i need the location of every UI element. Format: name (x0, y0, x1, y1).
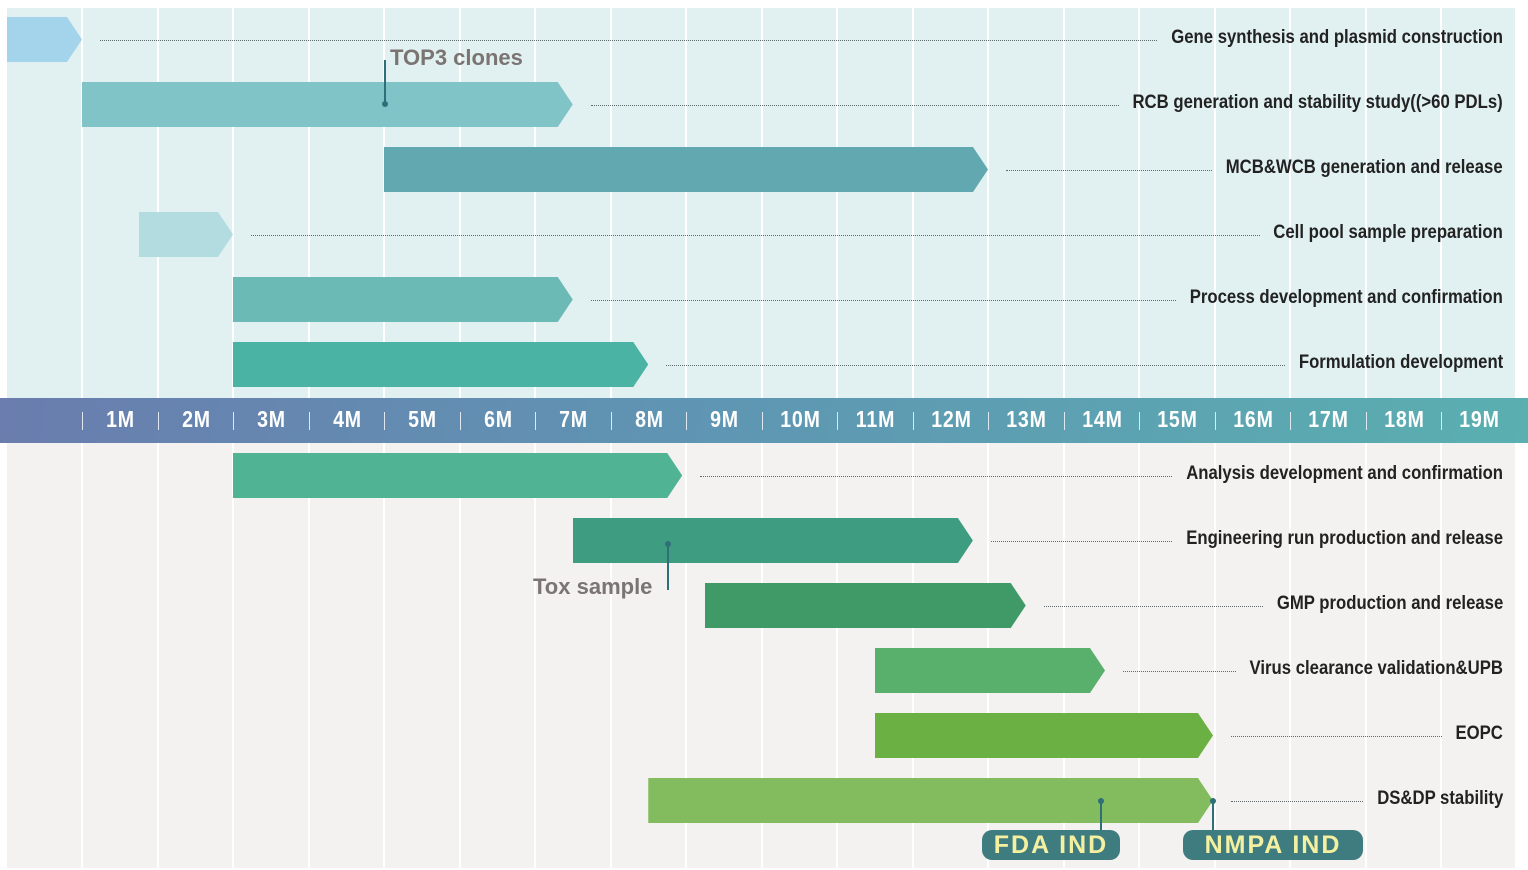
task-bar (233, 342, 648, 387)
axis-tick (308, 412, 310, 430)
fda-stem (1100, 801, 1102, 831)
leader-line (700, 476, 1173, 477)
task-label: EOPC (1455, 723, 1503, 744)
month-label: 4M (332, 406, 362, 432)
axis-tick (1365, 412, 1367, 430)
axis-tick (837, 412, 838, 430)
month-label: 13M (1006, 406, 1047, 432)
task-label: Cell pool sample preparation (1273, 222, 1503, 243)
task-bar (384, 147, 988, 192)
task-label: Analysis development and confirmation (1186, 463, 1503, 484)
month-label: 8M (634, 406, 664, 432)
axis-tick (1139, 412, 1140, 430)
axis-tick (686, 412, 687, 430)
month-label: 19M (1459, 406, 1500, 432)
month-label: 16M (1232, 406, 1274, 432)
nmpa-ind-badge: NMPA IND (1183, 830, 1363, 860)
top3-stem (384, 60, 386, 105)
month-label: 6M (483, 406, 513, 432)
task-label: DS&DP stability (1376, 788, 1503, 809)
task-label: Engineering run production and release (1186, 528, 1503, 549)
axis-tick (535, 412, 536, 430)
axis-tick (912, 412, 914, 430)
axis-tick (459, 412, 461, 430)
leader-line (251, 235, 1260, 236)
task-label: GMP production and release (1276, 593, 1503, 614)
task-label: Gene synthesis and plasmid construction (1171, 27, 1503, 48)
fda-ind-badge: FDA IND (982, 830, 1120, 860)
month-label: 7M (559, 406, 588, 432)
nmpa-stem (1212, 801, 1214, 831)
nmpa-dot (1210, 798, 1216, 804)
task-label: Virus clearance validation&UPB (1249, 658, 1503, 679)
task-bar (875, 648, 1105, 693)
axis-tick (1441, 412, 1442, 430)
leader-line (990, 541, 1173, 542)
task-label: MCB&WCB generation and release (1226, 157, 1503, 178)
month-label: 9M (710, 406, 739, 432)
leader-line (1230, 801, 1363, 802)
task-bar (7, 17, 83, 62)
leader-line (1123, 671, 1236, 672)
leader-line (590, 105, 1119, 106)
axis-tick (233, 412, 234, 430)
month-label: 3M (257, 406, 286, 432)
task-bar (875, 713, 1213, 758)
axis-tick (1214, 412, 1216, 430)
tox-dot (665, 541, 671, 547)
axis-tick (610, 412, 612, 430)
leader-line (666, 365, 1285, 366)
task-label: Formulation development (1298, 352, 1503, 373)
top3-dot (382, 101, 388, 107)
month-label: 1M (106, 406, 135, 432)
leader-line (1006, 170, 1213, 171)
month-label: 12M (930, 406, 972, 432)
task-bar (139, 212, 233, 257)
axis-tick (82, 412, 83, 430)
task-bar (705, 583, 1026, 628)
task-bar (573, 518, 973, 563)
month-label: 5M (408, 406, 437, 432)
month-axis (0, 398, 1528, 443)
axis-tick (384, 412, 385, 430)
month-label: 17M (1308, 406, 1349, 432)
month-label: 2M (181, 406, 211, 432)
month-label: 10M (779, 406, 821, 432)
task-bar (233, 453, 682, 498)
top3-clones-note: TOP3 clones (390, 45, 523, 70)
axis-tick (157, 412, 159, 430)
tox-sample-note: Tox sample (533, 574, 653, 599)
leader-line (1043, 606, 1263, 607)
axis-tick (1290, 412, 1291, 430)
task-bar (233, 277, 573, 322)
leader-line (100, 40, 1158, 41)
task-label: Process development and confirmation (1189, 287, 1503, 308)
axis-tick (1063, 412, 1065, 430)
fda-dot (1098, 798, 1104, 804)
leader-line (1230, 736, 1442, 737)
month-label: 15M (1157, 406, 1198, 432)
task-bar (648, 778, 1213, 823)
task-bar (82, 82, 573, 127)
task-label: RCB generation and stability study((>60 … (1132, 92, 1503, 113)
month-label: 14M (1081, 406, 1123, 432)
leader-line (590, 300, 1176, 301)
tox-stem (667, 543, 669, 590)
month-label: 18M (1383, 406, 1425, 432)
axis-tick (988, 412, 989, 430)
axis-tick (761, 412, 763, 430)
month-label: 11M (855, 406, 896, 432)
